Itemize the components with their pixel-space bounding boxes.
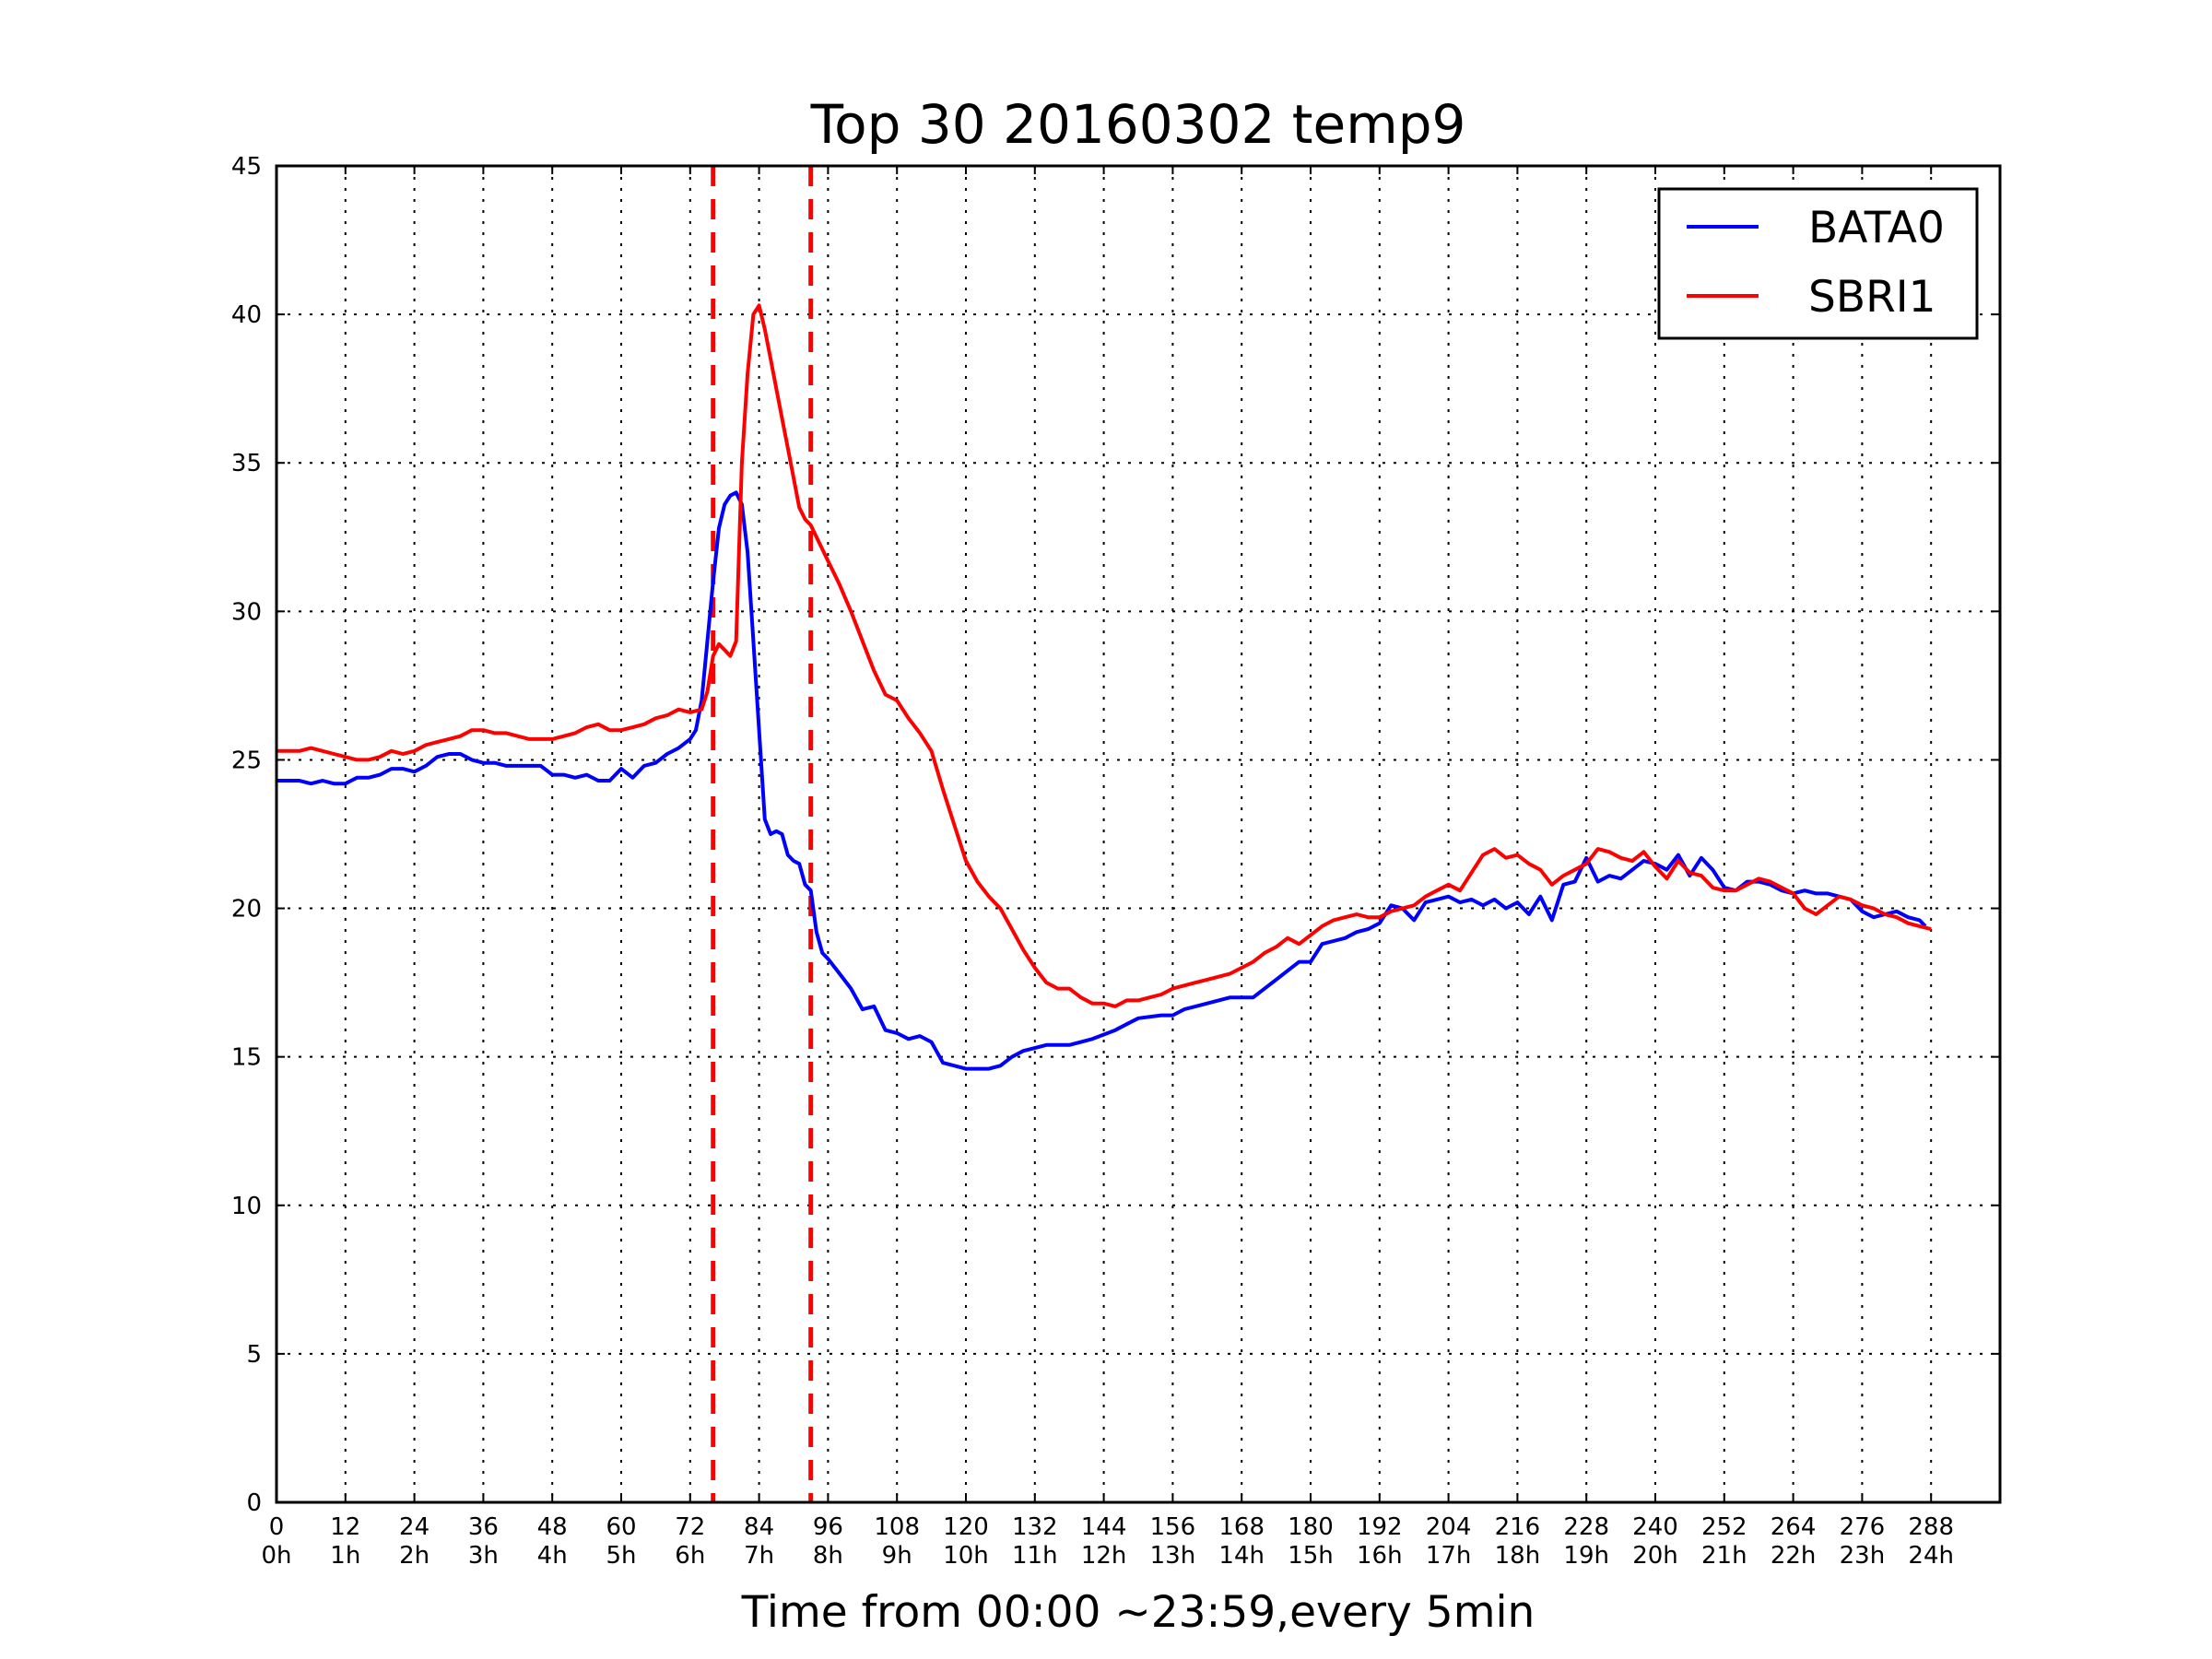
y-tick-label: 20 [231, 896, 262, 924]
y-tick-label: 0 [246, 1489, 262, 1517]
x-tick-label-hour: 3h [468, 1542, 499, 1570]
series-line-bata0 [276, 490, 1927, 1071]
x-tick-label-hour: 10h [943, 1542, 989, 1570]
x-tick-label: 36 [468, 1513, 499, 1541]
y-tick-label: 15 [231, 1044, 262, 1072]
x-tick-label-hour: 22h [1771, 1542, 1817, 1570]
x-tick-label: 192 [1357, 1513, 1403, 1541]
x-tick-label-hour: 5h [606, 1542, 636, 1570]
grid [276, 166, 2000, 1502]
x-tick-label-hour: 6h [675, 1542, 705, 1570]
plot-frame [275, 164, 2002, 1504]
legend: BATA0 SBRI1 [1657, 187, 1979, 340]
x-tick-label-hour: 1h [330, 1542, 360, 1570]
marker-lines [711, 166, 814, 1502]
x-tick-label: 60 [606, 1513, 636, 1541]
x-tick-label: 240 [1632, 1513, 1678, 1541]
x-tick-label: 24 [399, 1513, 429, 1541]
x-tick-label-hour: 21h [1701, 1542, 1747, 1570]
x-tick-label-hour: 11h [1012, 1542, 1058, 1570]
x-tick-label: 0 [269, 1513, 285, 1541]
x-tick-label-hour: 23h [1840, 1542, 1886, 1570]
x-tick-label: 228 [1563, 1513, 1609, 1541]
x-tick-label-hour: 12h [1081, 1542, 1127, 1570]
legend-label-bata0: BATA0 [1808, 203, 1945, 253]
y-tick-label: 5 [246, 1341, 262, 1369]
x-tick-label-hour: 20h [1632, 1542, 1678, 1570]
x-tick-label-hour: 7h [744, 1542, 774, 1570]
x-tick-label-hour: 0h [261, 1542, 291, 1570]
x-tick-label-hour: 2h [399, 1542, 429, 1570]
y-tick-label: 25 [231, 747, 262, 774]
x-tick-label: 180 [1288, 1513, 1334, 1541]
x-tick-label-hour: 13h [1150, 1542, 1196, 1570]
x-tick-label: 12 [330, 1513, 360, 1541]
x-tick-label: 264 [1771, 1513, 1817, 1541]
x-tick-label-hour: 15h [1288, 1542, 1334, 1570]
x-tick-label: 132 [1012, 1513, 1058, 1541]
x-tick-label: 276 [1840, 1513, 1886, 1541]
series-line-sbri1 [276, 303, 1932, 1008]
y-tick-label: 35 [231, 450, 262, 477]
x-tick-label: 168 [1218, 1513, 1265, 1541]
y-tick-label: 45 [231, 153, 262, 181]
x-tick-label-hour: 16h [1357, 1542, 1403, 1570]
x-tick-label: 48 [537, 1513, 568, 1541]
x-tick-label: 216 [1495, 1513, 1541, 1541]
x-tick-label-hour: 9h [882, 1542, 912, 1570]
x-tick-label: 84 [744, 1513, 774, 1541]
y-tick-label: 40 [231, 301, 262, 329]
x-tick-label: 108 [874, 1513, 920, 1541]
x-tick-label: 144 [1081, 1513, 1127, 1541]
x-tick-label: 120 [943, 1513, 989, 1541]
x-axis-label: Time from 00:00 ~23:59,every 5min [741, 1587, 1535, 1638]
x-tick-label-hour: 4h [537, 1542, 568, 1570]
x-tick-label: 288 [1908, 1513, 1954, 1541]
x-tick-label: 204 [1426, 1513, 1472, 1541]
x-tick-label: 252 [1701, 1513, 1747, 1541]
x-tick-label: 72 [675, 1513, 705, 1541]
legend-box [1657, 187, 1979, 340]
x-tick-label: 96 [813, 1513, 843, 1541]
x-tick-label-hour: 19h [1563, 1542, 1609, 1570]
x-tick-label-hour: 14h [1218, 1542, 1265, 1570]
axis-ticks: 05101520253035404500h121h242h363h484h605… [231, 153, 2000, 1570]
x-tick-label: 156 [1150, 1513, 1196, 1541]
legend-label-sbri1: SBRI1 [1808, 272, 1936, 323]
x-tick-label-hour: 24h [1908, 1542, 1954, 1570]
x-tick-label-hour: 8h [813, 1542, 843, 1570]
x-tick-label-hour: 17h [1426, 1542, 1472, 1570]
chart-title: Top 30 20160302 temp9 [810, 93, 1466, 156]
y-tick-label: 30 [231, 598, 262, 626]
y-tick-label: 10 [231, 1193, 262, 1220]
x-tick-label-hour: 18h [1495, 1542, 1541, 1570]
series-lines [276, 303, 1932, 1071]
